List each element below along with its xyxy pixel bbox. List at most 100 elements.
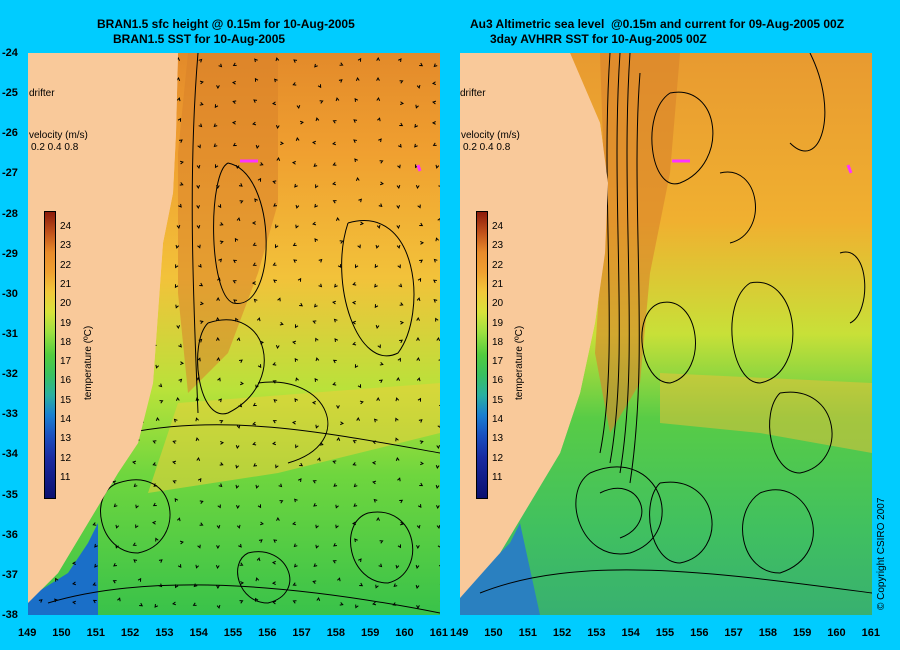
velocity-arrow-icon (374, 283, 378, 288)
velocity-arrow-icon (217, 204, 222, 209)
velocity-arrow-icon (354, 98, 359, 102)
velocity-arrow-icon (438, 185, 440, 187)
velocity-arrow-icon (379, 361, 384, 366)
velocity-arrow-icon (292, 600, 297, 604)
velocity-arrow-icon (199, 102, 204, 106)
lon-tick-label: 161 (861, 627, 880, 639)
velocity-arrow-icon (399, 80, 404, 84)
velocity-arrow-icon (376, 76, 380, 81)
velocity-arrow-icon (317, 457, 321, 462)
velocity-arrow-icon (231, 80, 236, 85)
velocity-arrow-icon (259, 162, 264, 166)
velocity-arrow-icon (372, 440, 377, 445)
velocity-arrow-icon (359, 221, 364, 226)
velocity-arrow-icon (152, 462, 157, 466)
velocity-arrow-icon (313, 303, 318, 308)
velocity-arrow-icon (295, 444, 299, 449)
lon-tick-label: 161 (429, 627, 448, 639)
velocity-arrow-icon (175, 244, 180, 249)
left-colorbar-title: temperature (ºC) (83, 325, 94, 400)
velocity-arrow-icon (417, 397, 422, 402)
velocity-arrow-icon (299, 462, 304, 467)
velocity-arrow-icon (254, 198, 258, 203)
velocity-arrow-icon (274, 244, 279, 249)
velocity-arrow-icon (195, 564, 200, 569)
velocity-arrow-icon (233, 299, 238, 303)
right-velocity-label: velocity (m/s) (461, 130, 520, 141)
colorbar-tick-label: 13 (492, 433, 504, 445)
velocity-arrow-icon (238, 543, 242, 548)
velocity-arrow-icon (132, 542, 137, 546)
velocity-arrow-icon (315, 117, 320, 122)
velocity-arrow-icon (396, 244, 401, 249)
velocity-arrow-icon (417, 277, 422, 282)
velocity-arrow-icon (273, 399, 278, 403)
lon-tick-label: 157 (292, 627, 311, 639)
velocity-arrow-icon (255, 144, 260, 149)
velocity-arrow-icon (298, 478, 302, 483)
velocity-arrow-icon (293, 59, 298, 63)
velocity-arrow-icon (279, 321, 284, 326)
velocity-arrow-icon (352, 341, 357, 346)
velocity-arrow-icon (312, 221, 317, 226)
velocity-arrow-icon (415, 584, 420, 589)
velocity-arrow-icon (354, 264, 359, 269)
velocity-arrow-icon (332, 359, 337, 364)
velocity-arrow-icon (115, 544, 119, 549)
velocity-arrow-icon (396, 225, 401, 230)
velocity-arrow-icon (253, 463, 258, 467)
velocity-arrow-icon (272, 180, 277, 184)
velocity-arrow-icon (359, 400, 364, 405)
velocity-arrow-icon (358, 198, 362, 203)
velocity-arrow-icon (275, 464, 279, 469)
lat-tick-label: -36 (2, 528, 18, 541)
velocity-arrow-icon (335, 504, 339, 509)
lat-tick-label: -28 (2, 207, 18, 220)
velocity-arrow-icon (254, 77, 259, 82)
velocity-arrow-icon (435, 317, 439, 322)
velocity-arrow-icon (295, 137, 300, 142)
velocity-arrow-icon (220, 440, 225, 445)
velocity-arrow-icon (396, 184, 401, 189)
velocity-arrow-icon (416, 545, 420, 550)
colorbar-tick-label: 12 (492, 452, 504, 464)
velocity-arrow-icon (199, 301, 204, 306)
velocity-arrow-icon (175, 264, 179, 269)
velocity-arrow-icon (216, 296, 220, 301)
velocity-arrow-icon (315, 357, 320, 362)
velocity-arrow-icon (379, 540, 384, 544)
velocity-arrow-icon (299, 302, 304, 307)
right-colorbar-title: temperature (ºC) (514, 325, 525, 400)
velocity-arrow-icon (431, 81, 436, 86)
velocity-arrow-icon (178, 203, 182, 208)
velocity-arrow-icon (179, 160, 184, 165)
velocity-arrow-icon (379, 160, 384, 164)
velocity-arrow-icon (318, 283, 323, 288)
velocity-arrow-icon (332, 300, 337, 305)
velocity-arrow-icon (316, 596, 321, 602)
velocity-arrow-icon (232, 100, 237, 104)
velocity-arrow-icon (196, 376, 200, 381)
velocity-arrow-icon (176, 97, 181, 102)
velocity-arrow-icon (38, 599, 43, 603)
velocity-arrow-icon (419, 259, 424, 264)
velocity-arrow-icon (255, 597, 259, 602)
velocity-arrow-icon (216, 585, 220, 590)
velocity-arrow-icon (139, 602, 144, 607)
velocity-arrow-icon (355, 604, 359, 609)
velocity-arrow-icon (313, 563, 318, 567)
velocity-arrow-icon (372, 480, 377, 485)
lon-tick-label: 149 (450, 627, 469, 639)
velocity-arrow-icon (215, 565, 220, 570)
velocity-arrow-icon (172, 601, 177, 606)
velocity-arrow-icon (113, 562, 117, 567)
velocity-arrow-icon (112, 580, 117, 584)
velocity-arrow-icon (438, 359, 440, 361)
velocity-arrow-icon (312, 140, 317, 145)
colorbar-tick-label: 18 (60, 336, 72, 348)
velocity-arrow-icon (336, 405, 340, 410)
velocity-arrow-icon (335, 216, 340, 221)
velocity-arrow-icon (197, 144, 201, 149)
velocity-arrow-icon (195, 437, 200, 442)
velocity-arrow-icon (339, 240, 344, 244)
